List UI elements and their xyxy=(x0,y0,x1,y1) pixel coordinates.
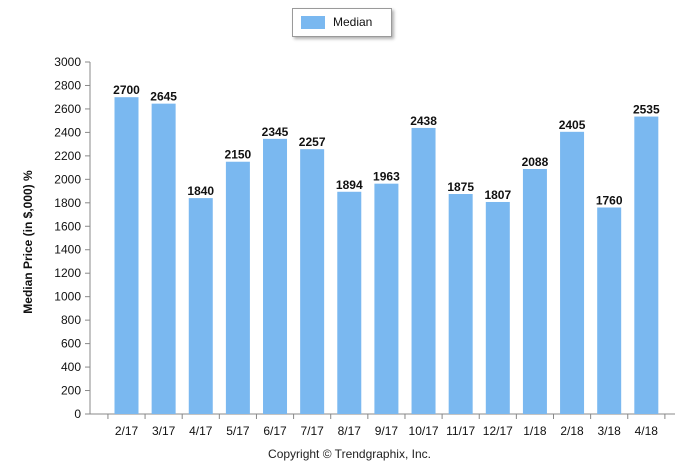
data-label: 1894 xyxy=(336,178,363,192)
data-label: 2150 xyxy=(225,148,252,162)
x-tick-label: 7/17 xyxy=(300,424,324,438)
data-label: 2645 xyxy=(150,90,177,104)
y-tick-label: 800 xyxy=(61,313,81,327)
bar xyxy=(560,131,585,414)
x-tick-label: 9/17 xyxy=(375,424,399,438)
y-tick-label: 1400 xyxy=(54,243,81,257)
y-tick-label: 1800 xyxy=(54,196,81,210)
y-tick-label: 400 xyxy=(61,360,81,374)
bar xyxy=(188,198,213,414)
data-label: 2535 xyxy=(633,103,660,117)
y-tick-label: 600 xyxy=(61,337,81,351)
data-label: 1963 xyxy=(373,170,400,184)
copyright-text: Copyright © Trendgraphix, Inc. xyxy=(268,447,431,461)
x-axis: 2/17 3/17 4/17 5/17 6/17 7/17 8/17 9/17 10/17 11/… xyxy=(90,413,675,438)
y-tick-label: 2600 xyxy=(54,102,81,116)
bars xyxy=(114,97,659,415)
y-tick-label: 2200 xyxy=(54,149,81,163)
bar xyxy=(485,201,510,414)
bar xyxy=(114,97,139,414)
legend: Median xyxy=(292,8,392,37)
data-label: 2700 xyxy=(113,83,140,97)
y-tick-label: 2000 xyxy=(54,172,81,186)
y-tick-label: 3000 xyxy=(54,55,81,69)
x-tick-label: 2/17 xyxy=(115,424,139,438)
x-tick-label: 12/17 xyxy=(483,424,513,438)
x-tick-label: 6/17 xyxy=(263,424,287,438)
x-tick-label: 3/18 xyxy=(598,424,622,438)
y-tick-label: 1600 xyxy=(54,219,81,233)
x-tick-label: 3/17 xyxy=(152,424,176,438)
x-tick-label: 4/18 xyxy=(635,424,659,438)
data-label: 2088 xyxy=(522,155,549,169)
x-tick-label: 10/17 xyxy=(409,424,439,438)
y-tick-label: 0 xyxy=(74,407,81,421)
bar xyxy=(448,194,473,414)
value-labels: 2700 2645 1840 2150 2345 2257 1894 1963 2438 1875… xyxy=(113,83,660,207)
x-tick-label: 1/18 xyxy=(523,424,547,438)
bar xyxy=(337,191,362,414)
x-tick-label: 11/17 xyxy=(446,424,475,438)
bar xyxy=(411,127,436,414)
y-tick-label: 200 xyxy=(61,384,81,398)
x-tick-label: 4/17 xyxy=(189,424,213,438)
y-tick-label: 1000 xyxy=(54,290,81,304)
data-label: 1875 xyxy=(447,180,474,194)
data-label: 1760 xyxy=(596,193,623,207)
legend-label-median: Median xyxy=(333,15,373,29)
x-tick-label: 5/17 xyxy=(226,424,250,438)
y-tick-label: 2400 xyxy=(54,125,81,139)
data-label: 2405 xyxy=(559,118,586,132)
data-label: 1807 xyxy=(484,188,511,202)
bar xyxy=(263,138,288,414)
x-tick-label: 2/18 xyxy=(560,424,584,438)
x-tick-label: 8/17 xyxy=(338,424,362,438)
bar xyxy=(634,116,659,414)
bar xyxy=(522,169,547,414)
bar xyxy=(300,149,325,415)
bar xyxy=(151,103,176,415)
y-tick-label: 2800 xyxy=(54,78,81,92)
y-axis: 0 200 400 600 800 1000 1200 1400 1600 1800 2000 220… xyxy=(54,55,91,421)
data-label: 1840 xyxy=(187,184,214,198)
data-label: 2257 xyxy=(299,135,326,149)
y-tick-label: 1200 xyxy=(54,266,81,280)
bar xyxy=(374,183,399,414)
y-axis-title: Median Price (in $,000) % xyxy=(21,170,35,314)
legend-swatch-median xyxy=(301,16,325,29)
data-label: 2438 xyxy=(410,114,437,128)
bar xyxy=(225,161,250,414)
data-label: 2345 xyxy=(262,125,289,139)
bar xyxy=(597,207,622,414)
